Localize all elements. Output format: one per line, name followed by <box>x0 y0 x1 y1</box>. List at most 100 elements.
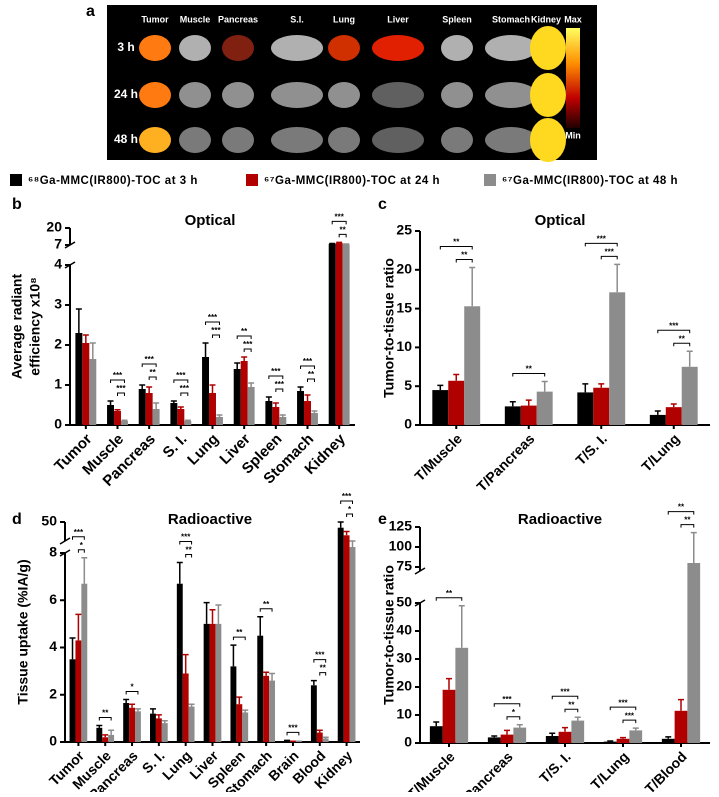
bar <box>184 421 191 425</box>
significance-bracket <box>681 525 694 528</box>
bar <box>70 659 76 742</box>
bar <box>89 359 96 425</box>
error-bar <box>216 415 222 417</box>
error-bar <box>671 404 677 407</box>
significance-bracket <box>623 720 636 723</box>
x-tick-label: Lung <box>159 747 195 783</box>
error-bar <box>81 558 87 584</box>
column-label: Kidney <box>531 14 561 24</box>
error-bar <box>70 638 76 659</box>
bar <box>343 244 350 425</box>
bar <box>75 333 82 425</box>
significance-bracket <box>347 514 353 517</box>
bar <box>146 393 153 425</box>
significance-bracket <box>552 696 578 699</box>
row-label: 3 h <box>117 40 134 54</box>
error-bar <box>280 415 286 417</box>
significance-bracket <box>287 732 299 735</box>
significance-label: ** <box>461 251 468 260</box>
significance-bracket <box>507 717 520 720</box>
bar <box>344 535 350 742</box>
significance-bracket <box>142 364 156 367</box>
error-bar <box>150 709 156 714</box>
organ-image <box>328 82 360 108</box>
organ-image <box>139 35 171 61</box>
significance-label: *** <box>271 367 281 376</box>
significance-label: *** <box>315 651 325 660</box>
error-bar <box>115 410 121 411</box>
error-bar <box>242 710 248 712</box>
significance-bracket <box>78 550 84 553</box>
significance-label: ** <box>679 334 686 343</box>
error-bar <box>607 741 613 742</box>
bar <box>114 411 121 425</box>
error-bar <box>215 605 221 624</box>
significance-label: *** <box>502 695 512 704</box>
error-bar <box>562 728 568 732</box>
y-tick-label: 30 <box>396 650 412 666</box>
row-label: 48 h <box>114 132 138 146</box>
bar <box>81 584 87 742</box>
bar <box>464 306 480 425</box>
bar <box>162 723 168 742</box>
x-tick-label: T/Muscle <box>411 430 465 484</box>
error-bar <box>76 309 82 333</box>
error-bar <box>598 384 604 388</box>
bar <box>257 636 263 742</box>
significance-label: *** <box>181 533 191 542</box>
error-bar <box>491 736 497 737</box>
legend-swatch <box>246 174 258 186</box>
significance-bracket <box>301 366 315 369</box>
y-tick-label: 0 <box>404 416 412 432</box>
error-bar <box>162 721 168 723</box>
significance-label: ** <box>241 327 248 336</box>
bar <box>177 409 184 425</box>
significance-bracket <box>456 259 472 262</box>
bar <box>108 735 114 742</box>
error-bar <box>210 385 216 393</box>
error-bar <box>75 614 81 640</box>
organ-image <box>372 127 424 153</box>
bar <box>521 406 537 425</box>
error-bar <box>108 401 114 405</box>
bar <box>338 528 344 742</box>
bar <box>537 392 553 425</box>
error-bar <box>139 385 145 389</box>
error-bar <box>655 411 661 415</box>
significance-bracket <box>181 393 188 396</box>
y-tick-label: 1 <box>54 376 62 392</box>
bar <box>209 393 216 425</box>
error-bar <box>453 375 459 381</box>
bar <box>329 244 336 425</box>
y-axis-label: efficiency x10⁸ <box>27 277 43 375</box>
error-bar <box>234 363 240 369</box>
scale-label: Min <box>565 130 581 140</box>
significance-bracket <box>320 673 326 676</box>
significance-bracket <box>213 335 220 338</box>
significance-bracket <box>73 537 85 540</box>
organ-image <box>441 127 473 153</box>
panel-letter: b <box>12 196 22 213</box>
significance-label: *** <box>625 711 635 720</box>
y-tick-label: 20 <box>396 261 412 277</box>
x-tick-label: T/S. I. <box>536 748 574 786</box>
y-tick-label: 125 <box>389 518 413 534</box>
significance-label: *** <box>342 492 352 501</box>
significance-label: ** <box>308 370 315 379</box>
bar <box>129 708 135 742</box>
error-bar <box>344 532 350 536</box>
bar <box>311 685 317 742</box>
y-tick-label: 75 <box>396 558 412 574</box>
significance-bracket <box>269 376 283 379</box>
organ-image <box>485 82 537 108</box>
significance-bracket <box>237 336 251 339</box>
y-tick-label: 0 <box>404 734 412 750</box>
error-bar <box>230 645 236 666</box>
significance-label: ** <box>568 700 575 709</box>
error-bar <box>171 401 177 403</box>
error-bar <box>156 715 162 719</box>
bar <box>272 407 279 425</box>
column-label: Stomach <box>492 14 530 24</box>
y-axis-label: Tissue uptake (%IA/g) <box>15 559 31 704</box>
